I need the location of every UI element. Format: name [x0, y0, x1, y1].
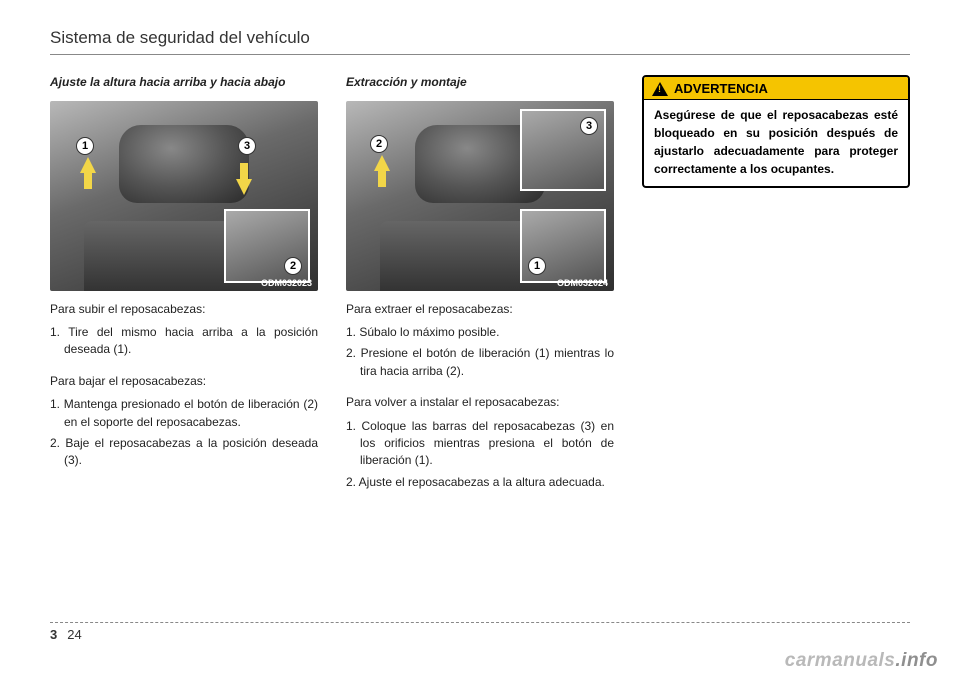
col1-subtitle: Ajuste la altura hacia arriba y hacia ab…: [50, 75, 318, 91]
callout-2: 2: [284, 257, 302, 275]
watermark-part-a: carmanuals: [785, 650, 896, 671]
column-1: Ajuste la altura hacia arriba y hacia ab…: [50, 75, 318, 495]
callout-3: 3: [580, 117, 598, 135]
warning-title: ADVERTENCIA: [674, 81, 768, 96]
figure-code: ODM032023: [261, 278, 312, 288]
figure-height-adjust: 1 3 2 ODM032023: [50, 101, 318, 291]
figure-inset-top: 3: [520, 109, 606, 191]
col2-l1: 1. Súbalo lo máximo posible.: [346, 324, 614, 341]
warning-box: ADVERTENCIA Asegúrese de que el reposaca…: [642, 75, 910, 188]
figure-inset-bottom: 1: [520, 209, 606, 283]
callout-3: 3: [238, 137, 256, 155]
headrest-shape: [119, 125, 249, 203]
column-2: Extracción y montaje 2 3 1 ODM032024 Par…: [346, 75, 614, 495]
callout-1: 1: [76, 137, 94, 155]
col2-subtitle: Extracción y montaje: [346, 75, 614, 91]
warning-body: Asegúrese de que el reposacabezas esté b…: [644, 100, 908, 186]
callout-2: 2: [370, 135, 388, 153]
col1-l3: 2. Baje el reposacabezas a la posición d…: [50, 435, 318, 470]
chapter-number: 3: [50, 627, 57, 642]
column-3: ADVERTENCIA Asegúrese de que el reposaca…: [642, 75, 910, 495]
arrow-up-icon: [80, 157, 96, 173]
col2-l3: 1. Coloque las barras del reposacabezas …: [346, 418, 614, 470]
figure-inset: 2: [224, 209, 310, 283]
figure-code: ODM032024: [557, 278, 608, 288]
section-header: Sistema de seguridad del vehículo: [50, 28, 910, 55]
col1-p2: Para bajar el reposacabezas:: [50, 373, 318, 390]
content-columns: Ajuste la altura hacia arriba y hacia ab…: [50, 75, 910, 495]
page-number: 24: [67, 627, 81, 642]
col2-p2: Para volver a instalar el reposacabezas:: [346, 394, 614, 411]
col2-p1: Para extraer el reposacabezas:: [346, 301, 614, 318]
watermark-part-b: .info: [895, 650, 938, 671]
col2-l2: 2. Presione el botón de liberación (1) m…: [346, 345, 614, 380]
col1-p1: Para subir el reposacabezas:: [50, 301, 318, 318]
col1-l1: 1. Tire del mismo hacia arriba a la posi…: [50, 324, 318, 359]
figure-remove-install: 2 3 1 ODM032024: [346, 101, 614, 291]
arrow-down-icon: [236, 179, 252, 195]
arrow-up-icon: [374, 155, 390, 171]
callout-1: 1: [528, 257, 546, 275]
warning-triangle-icon: [652, 82, 668, 96]
warning-header: ADVERTENCIA: [644, 77, 908, 100]
col1-l2: 1. Mantenga presionado el botón de liber…: [50, 396, 318, 431]
watermark: carmanuals.info: [745, 646, 960, 676]
col2-l4: 2. Ajuste el reposacabezas a la altura a…: [346, 474, 614, 491]
page-footer: 3 24: [50, 622, 910, 642]
